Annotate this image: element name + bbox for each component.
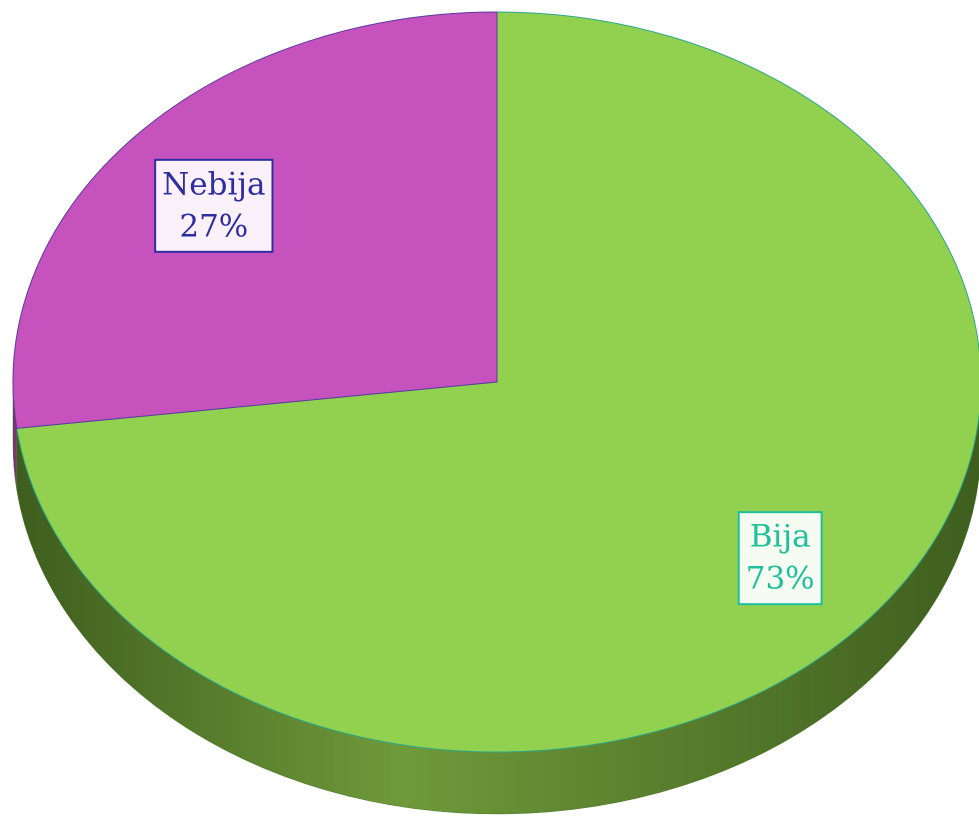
label-box: [737, 511, 823, 606]
label-box: [154, 158, 274, 253]
label-value: 27%: [179, 208, 248, 244]
label-value: 73%: [746, 561, 815, 597]
data-label: Bija 73%: [737, 511, 823, 606]
label-category: Bija: [750, 519, 811, 555]
data-label: Nebija 27%: [154, 158, 274, 253]
label-category: Nebija: [162, 166, 265, 202]
